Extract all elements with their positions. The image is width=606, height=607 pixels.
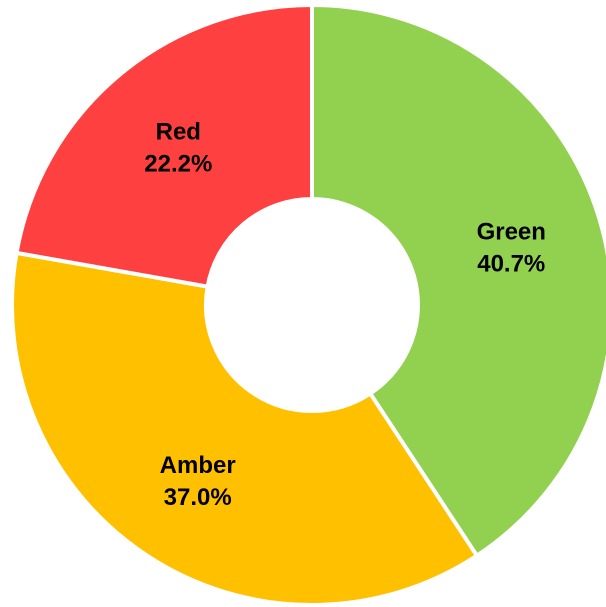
slice-value-amber: 37.0% xyxy=(164,484,232,511)
slice-amber xyxy=(10,250,480,607)
slice-value-green: 40.7% xyxy=(477,250,545,277)
slices-layer xyxy=(10,2,606,607)
slice-label-green: Green xyxy=(477,218,546,245)
slice-label-red: Red xyxy=(156,119,201,146)
slice-green xyxy=(310,2,606,559)
slice-value-red: 22.2% xyxy=(144,151,212,178)
slice-label-amber: Amber xyxy=(160,452,236,479)
labels-layer: Green 40.7% Amber 37.0% Red 22.2% xyxy=(144,119,546,511)
slice-red xyxy=(14,2,314,289)
